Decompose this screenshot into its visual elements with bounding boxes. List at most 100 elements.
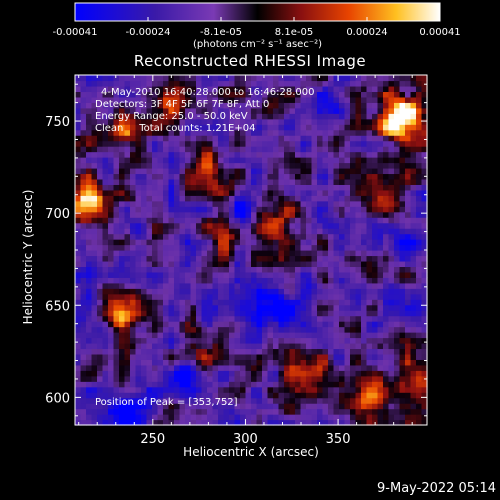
heatmap-cell	[388, 157, 395, 164]
heatmap-cell	[174, 173, 181, 180]
heatmap-cell	[240, 222, 247, 229]
heatmap-cell	[152, 266, 159, 273]
heatmap-cell	[102, 96, 109, 103]
heatmap-cell	[163, 370, 170, 377]
heatmap-cell	[339, 277, 346, 284]
heatmap-cell	[295, 271, 302, 278]
heatmap-cell	[75, 228, 82, 235]
heatmap-cell	[135, 113, 142, 120]
heatmap-cell	[262, 419, 269, 426]
heatmap-cell	[229, 85, 236, 93]
heatmap-cell	[267, 244, 274, 251]
heatmap-cell	[196, 403, 203, 410]
heatmap-cell	[91, 397, 98, 404]
heatmap-cell	[289, 359, 296, 366]
heatmap-cell	[207, 299, 214, 306]
heatmap-cell	[267, 85, 274, 93]
heatmap-cell	[97, 392, 104, 399]
heatmap-cell	[124, 321, 131, 328]
heatmap-cell	[361, 397, 368, 404]
heatmap-cell	[399, 277, 406, 284]
heatmap-cell	[185, 414, 192, 421]
heatmap-cell	[262, 211, 269, 218]
heatmap-cell	[124, 419, 131, 426]
heatmap-cell	[179, 244, 186, 251]
heatmap-cell	[124, 113, 131, 120]
heatmap-cell	[212, 222, 219, 229]
heatmap-cell	[421, 304, 428, 311]
heatmap-cell	[174, 375, 181, 382]
heatmap-cell	[399, 326, 406, 333]
heatmap-cell	[245, 118, 252, 125]
heatmap-cell	[350, 364, 357, 371]
heatmap-cell	[410, 326, 417, 333]
heatmap-cell	[86, 167, 93, 175]
heatmap-cell	[75, 255, 82, 262]
heatmap-cell	[97, 80, 104, 87]
heatmap-cell	[86, 91, 93, 98]
heatmap-cell	[152, 85, 159, 93]
heatmap-cell	[399, 342, 406, 350]
heatmap-cell	[361, 107, 368, 114]
heatmap-cell	[207, 250, 214, 257]
heatmap-cell	[311, 271, 318, 278]
heatmap-cell	[245, 419, 252, 426]
heatmap-cell	[344, 414, 351, 421]
heatmap-cell	[185, 342, 192, 350]
heatmap-cell	[223, 239, 230, 246]
heatmap-cell	[361, 217, 368, 224]
heatmap-cell	[218, 348, 225, 355]
heatmap-cell	[97, 288, 104, 295]
heatmap-cell	[355, 157, 362, 164]
heatmap-cell	[388, 332, 395, 339]
heatmap-cell	[267, 304, 274, 311]
heatmap-cell	[245, 277, 252, 284]
heatmap-cell	[234, 228, 241, 235]
heatmap-cell	[212, 200, 219, 207]
heatmap-cell	[86, 173, 93, 180]
heatmap-cell	[102, 222, 109, 229]
heatmap-cell	[135, 195, 142, 202]
heatmap-cell	[394, 419, 401, 426]
heatmap-cell	[146, 397, 153, 404]
heatmap-cell	[201, 129, 208, 136]
heatmap-cell	[218, 217, 225, 224]
heatmap-cell	[366, 195, 373, 202]
heatmap-cell	[152, 271, 159, 278]
heatmap-cell	[119, 167, 126, 175]
heatmap-cell	[355, 288, 362, 295]
heatmap-cell	[130, 370, 137, 377]
heatmap-cell	[410, 244, 417, 251]
heatmap-cell	[201, 288, 208, 295]
heatmap-cell	[350, 332, 357, 339]
heatmap-cell	[333, 211, 340, 218]
heatmap-cell	[366, 397, 373, 404]
heatmap-cell	[377, 129, 384, 136]
heatmap-cell	[311, 337, 318, 344]
heatmap-cell	[102, 419, 109, 426]
heatmap-cell	[97, 178, 104, 185]
heatmap-cell	[410, 414, 417, 421]
heatmap-cell	[251, 162, 258, 169]
heatmap-cell	[405, 250, 412, 257]
heatmap-cell	[333, 146, 340, 153]
heatmap-cell	[102, 375, 109, 382]
heatmap-cell	[366, 244, 373, 251]
heatmap-cell	[174, 348, 181, 355]
heatmap-cell	[207, 337, 214, 344]
heatmap-cell	[333, 310, 340, 317]
heatmap-cell	[91, 102, 98, 109]
heatmap-cell	[135, 353, 142, 360]
heatmap-cell	[245, 337, 252, 344]
heatmap-cell	[366, 293, 373, 300]
heatmap-cell	[245, 189, 252, 196]
heatmap-cell	[135, 304, 142, 311]
heatmap-cell	[333, 408, 340, 415]
heatmap-cell	[416, 157, 423, 164]
heatmap-cell	[91, 375, 98, 382]
heatmap-cell	[223, 244, 230, 251]
heatmap-cell	[350, 293, 357, 300]
heatmap-cell	[91, 167, 98, 175]
heatmap-cell	[245, 310, 252, 317]
heatmap-cell	[212, 151, 219, 158]
